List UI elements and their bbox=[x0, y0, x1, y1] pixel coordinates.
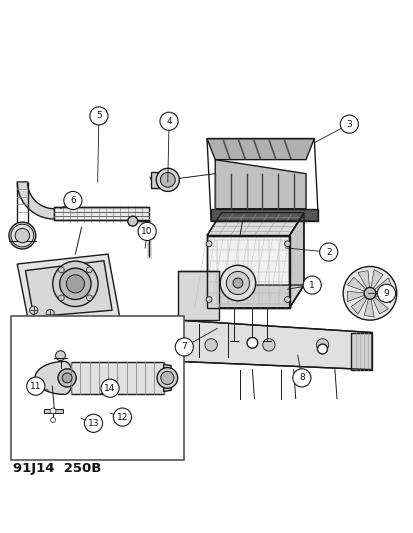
Circle shape bbox=[284, 241, 290, 247]
Circle shape bbox=[206, 241, 211, 247]
Polygon shape bbox=[347, 277, 366, 292]
Circle shape bbox=[58, 295, 64, 301]
Circle shape bbox=[101, 379, 119, 397]
Polygon shape bbox=[44, 409, 62, 413]
Polygon shape bbox=[17, 254, 120, 327]
Text: 11: 11 bbox=[30, 382, 41, 391]
Text: 4: 4 bbox=[166, 117, 171, 126]
Circle shape bbox=[90, 107, 108, 125]
Circle shape bbox=[128, 216, 138, 226]
Polygon shape bbox=[35, 361, 73, 394]
Polygon shape bbox=[25, 261, 112, 317]
Polygon shape bbox=[363, 298, 373, 317]
Circle shape bbox=[15, 228, 29, 243]
Polygon shape bbox=[206, 285, 303, 308]
Polygon shape bbox=[347, 292, 364, 302]
Circle shape bbox=[66, 274, 84, 293]
Circle shape bbox=[284, 297, 290, 302]
Polygon shape bbox=[351, 333, 371, 370]
Polygon shape bbox=[215, 160, 305, 209]
Circle shape bbox=[262, 338, 274, 351]
Polygon shape bbox=[370, 270, 382, 289]
Polygon shape bbox=[357, 271, 369, 289]
Circle shape bbox=[342, 266, 396, 320]
Circle shape bbox=[58, 267, 64, 273]
Circle shape bbox=[52, 261, 98, 306]
Bar bbox=[11, 316, 184, 461]
Polygon shape bbox=[163, 364, 171, 392]
Circle shape bbox=[339, 115, 358, 133]
Circle shape bbox=[292, 369, 310, 387]
Polygon shape bbox=[71, 362, 163, 393]
Polygon shape bbox=[178, 320, 371, 370]
Circle shape bbox=[62, 373, 72, 383]
Circle shape bbox=[55, 351, 65, 361]
Circle shape bbox=[29, 306, 38, 314]
Circle shape bbox=[50, 408, 56, 414]
Text: 91J14  250B: 91J14 250B bbox=[13, 463, 101, 475]
Circle shape bbox=[302, 276, 320, 294]
Circle shape bbox=[11, 224, 33, 247]
Text: 3: 3 bbox=[346, 119, 351, 128]
Circle shape bbox=[220, 265, 255, 301]
Circle shape bbox=[377, 284, 394, 302]
Circle shape bbox=[9, 222, 36, 249]
Circle shape bbox=[86, 295, 92, 301]
Polygon shape bbox=[374, 293, 393, 303]
Circle shape bbox=[159, 112, 178, 131]
Circle shape bbox=[64, 191, 82, 209]
Circle shape bbox=[233, 278, 242, 288]
Circle shape bbox=[317, 344, 327, 354]
Text: 13: 13 bbox=[88, 419, 99, 428]
Circle shape bbox=[226, 271, 249, 295]
Text: 9: 9 bbox=[383, 289, 388, 298]
Text: 5: 5 bbox=[96, 111, 102, 120]
Circle shape bbox=[84, 414, 102, 432]
Circle shape bbox=[175, 338, 193, 356]
Circle shape bbox=[160, 172, 175, 187]
Text: 7: 7 bbox=[181, 343, 187, 351]
Circle shape bbox=[204, 338, 217, 351]
Polygon shape bbox=[17, 182, 54, 219]
Polygon shape bbox=[206, 139, 313, 160]
Polygon shape bbox=[206, 236, 289, 308]
Polygon shape bbox=[206, 213, 303, 236]
Circle shape bbox=[247, 337, 257, 348]
Circle shape bbox=[50, 417, 55, 423]
Polygon shape bbox=[373, 278, 391, 292]
Circle shape bbox=[157, 368, 177, 388]
Circle shape bbox=[46, 310, 54, 318]
Text: 10: 10 bbox=[141, 227, 152, 236]
Polygon shape bbox=[351, 296, 366, 314]
Circle shape bbox=[26, 377, 45, 395]
Circle shape bbox=[59, 268, 91, 300]
Circle shape bbox=[86, 267, 92, 273]
Text: 12: 12 bbox=[116, 413, 128, 422]
Circle shape bbox=[206, 297, 211, 302]
Polygon shape bbox=[211, 209, 318, 221]
Text: 2: 2 bbox=[325, 247, 331, 256]
Text: 8: 8 bbox=[298, 374, 304, 382]
Text: 1: 1 bbox=[309, 280, 314, 289]
Circle shape bbox=[363, 287, 375, 299]
Polygon shape bbox=[371, 297, 387, 314]
Polygon shape bbox=[178, 271, 219, 320]
Circle shape bbox=[156, 168, 179, 191]
Circle shape bbox=[58, 369, 76, 387]
Circle shape bbox=[113, 408, 131, 426]
Text: 6: 6 bbox=[70, 196, 76, 205]
Text: 14: 14 bbox=[104, 384, 116, 393]
Circle shape bbox=[138, 222, 156, 240]
Circle shape bbox=[160, 372, 173, 384]
Polygon shape bbox=[289, 213, 303, 308]
Circle shape bbox=[316, 338, 328, 351]
Polygon shape bbox=[151, 172, 167, 188]
Circle shape bbox=[319, 243, 337, 261]
Polygon shape bbox=[54, 207, 149, 220]
